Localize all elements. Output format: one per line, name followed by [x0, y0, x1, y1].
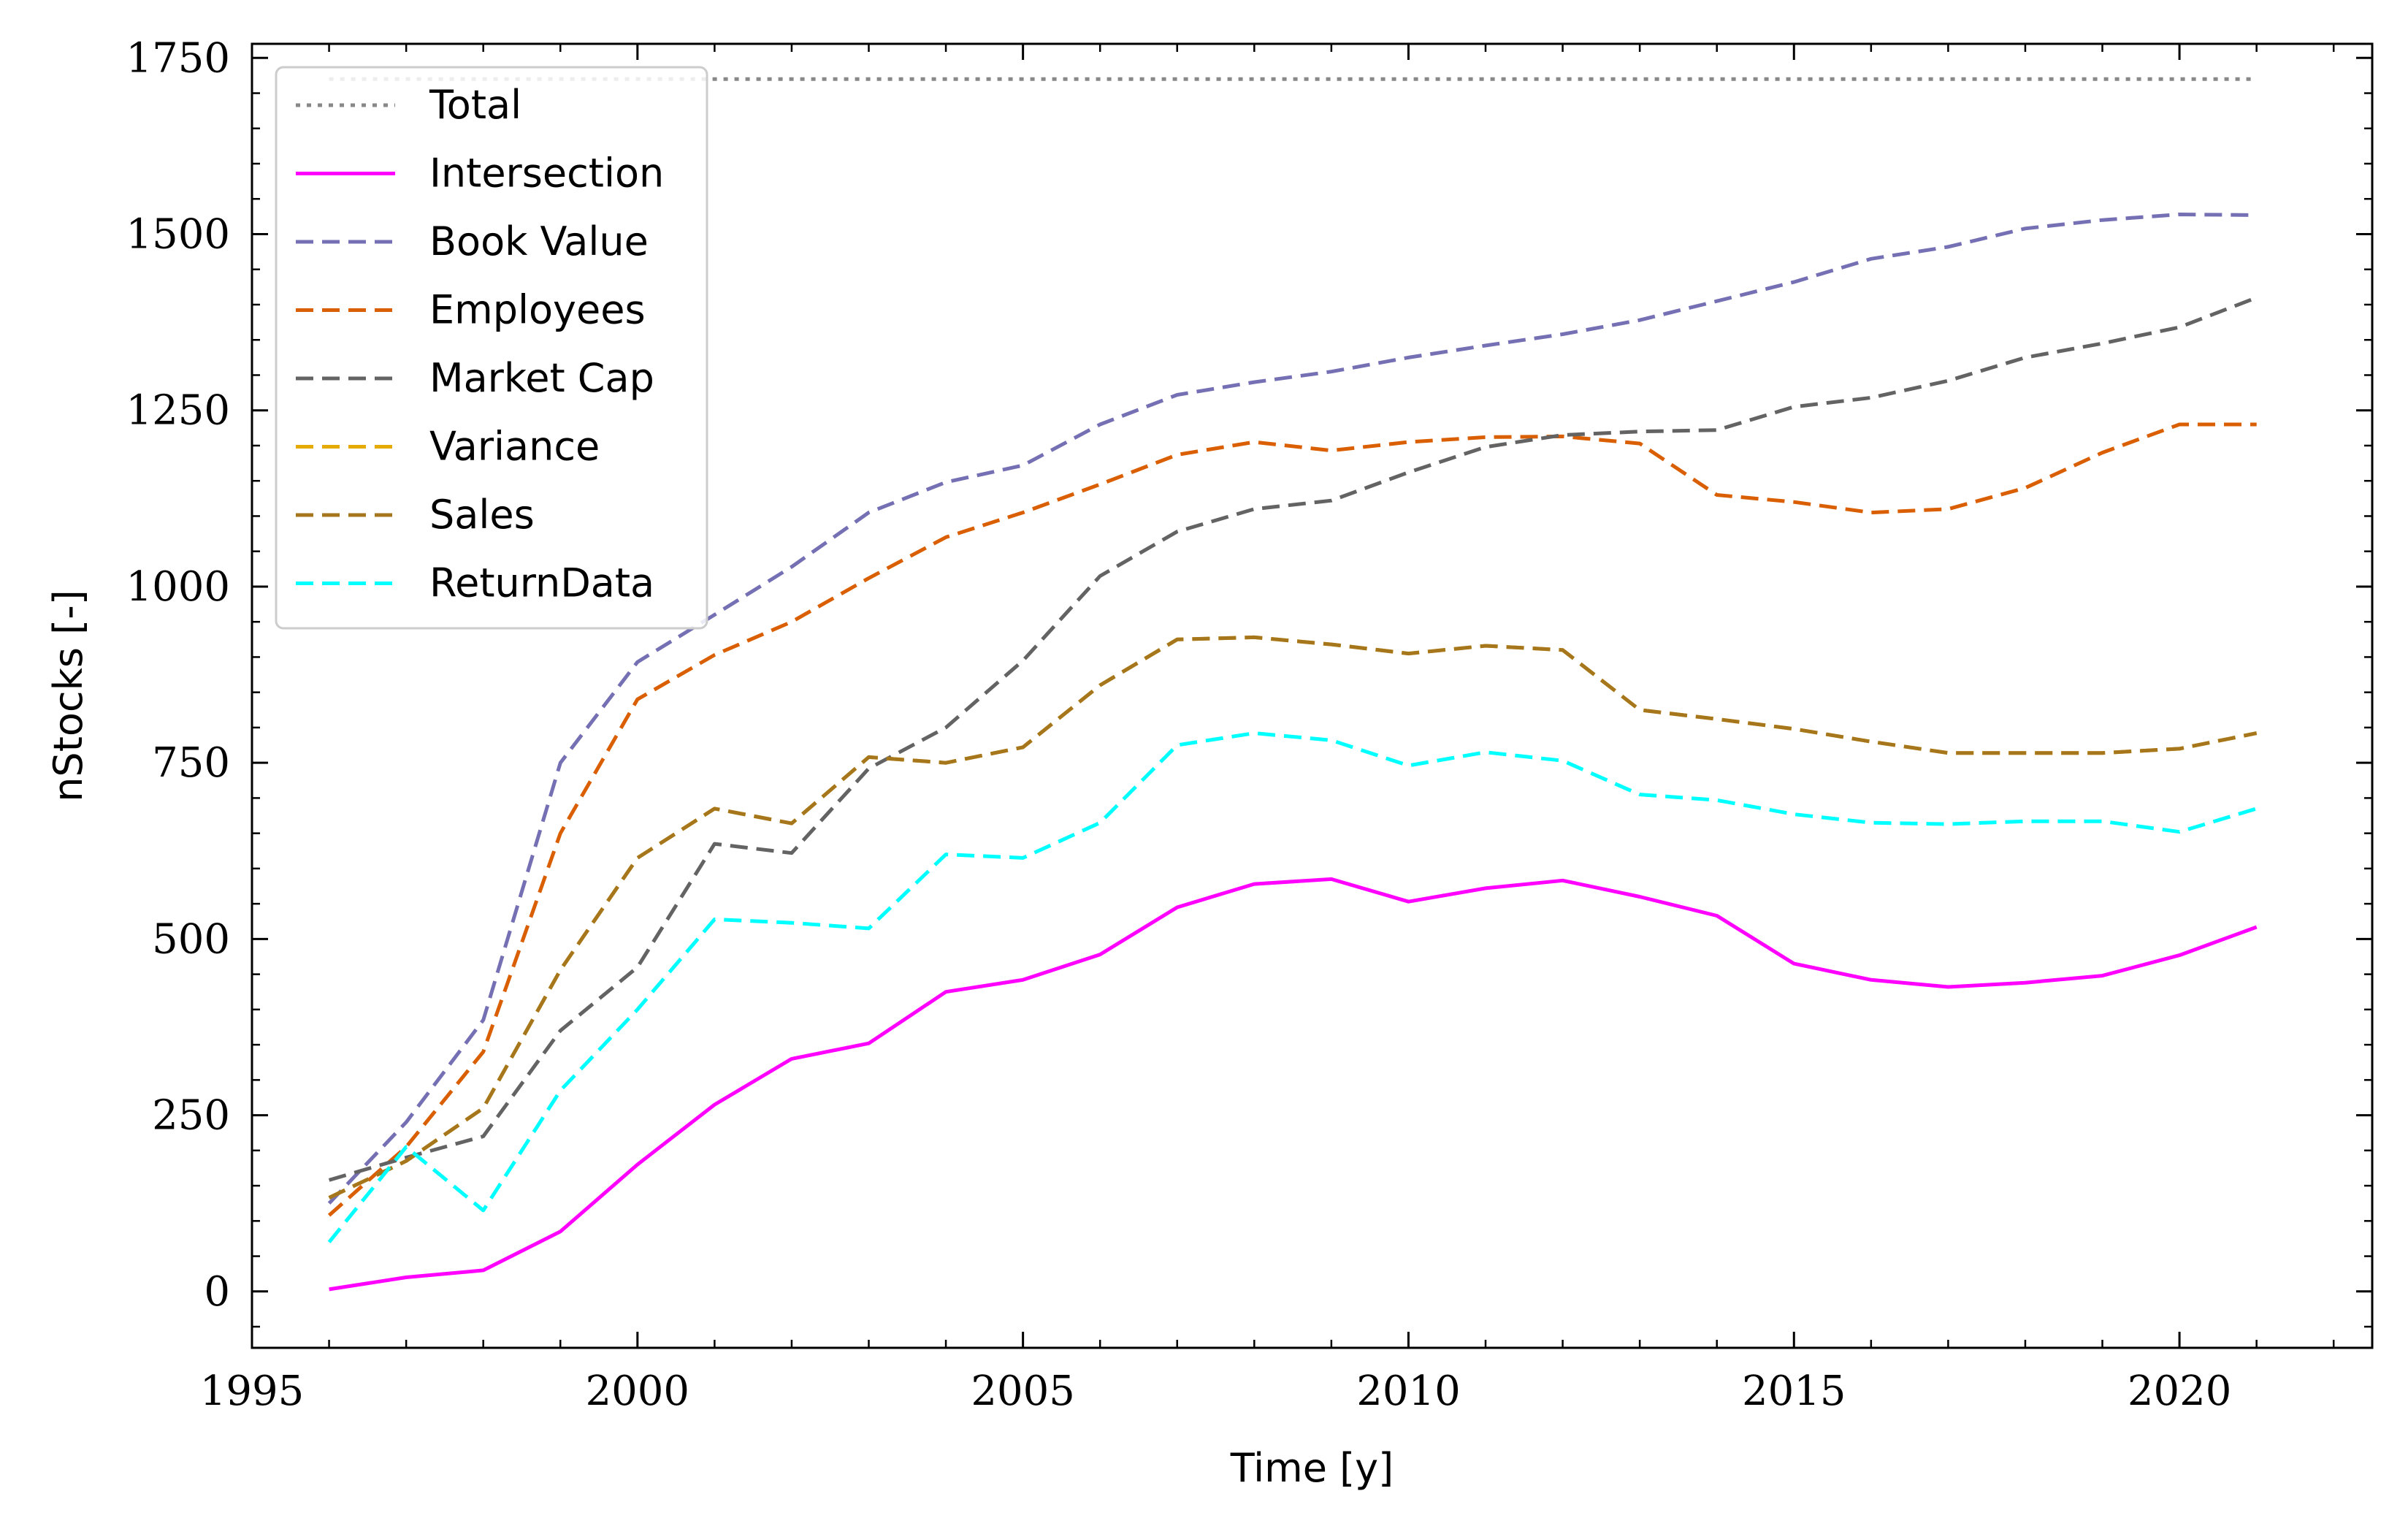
legend-label: Variance: [429, 424, 600, 470]
x-tick-label: 2015: [1742, 1368, 1846, 1415]
series-line-returndata: [327, 731, 2258, 1243]
y-tick-label: 0: [204, 1268, 230, 1316]
x-axis-label: Time [y]: [1230, 1445, 1394, 1491]
legend-label: Sales: [429, 492, 535, 538]
y-axis-label: nStocks [-]: [45, 590, 91, 802]
series-line-sales: [328, 635, 2258, 1200]
x-tick-label: 2010: [1356, 1368, 1461, 1415]
axis-ticks: 1995 2000 2005 2010 2015 2020 0 250 500 750 1000 12…: [126, 34, 2372, 1415]
legend-label: Employees: [429, 287, 646, 333]
y-tick-label: 1000: [126, 563, 230, 611]
plot-area-frame: [251, 42, 2374, 1349]
x-tick-label: 1995: [200, 1368, 305, 1415]
y-tick-label: 1750: [126, 34, 230, 82]
x-tick-label: 2000: [586, 1368, 690, 1415]
legend-label: Book Value: [429, 218, 649, 264]
y-tick-label: 750: [152, 739, 230, 787]
legend-label: ReturnData: [429, 560, 654, 606]
y-tick-label: 1500: [126, 211, 230, 259]
series-line-intersection: [329, 877, 2258, 1292]
legend-label: Market Cap: [429, 355, 654, 401]
x-tick-label: 2020: [2128, 1368, 2232, 1415]
legend-label: Intersection: [429, 150, 664, 197]
y-tick-label: 250: [152, 1092, 230, 1140]
x-tick-label: 2005: [971, 1368, 1075, 1415]
legend: Total Intersection Book Value Employees Mark…: [275, 66, 708, 630]
y-tick-label: 500: [152, 915, 230, 963]
legend-box: [275, 66, 708, 630]
series-line-employees: [327, 422, 2257, 1217]
legend-label: Total: [429, 82, 521, 128]
series-line-book-value: [327, 213, 2257, 1205]
y-tick-label: 1250: [126, 387, 230, 435]
series-line-market-cap: [328, 296, 2258, 1182]
